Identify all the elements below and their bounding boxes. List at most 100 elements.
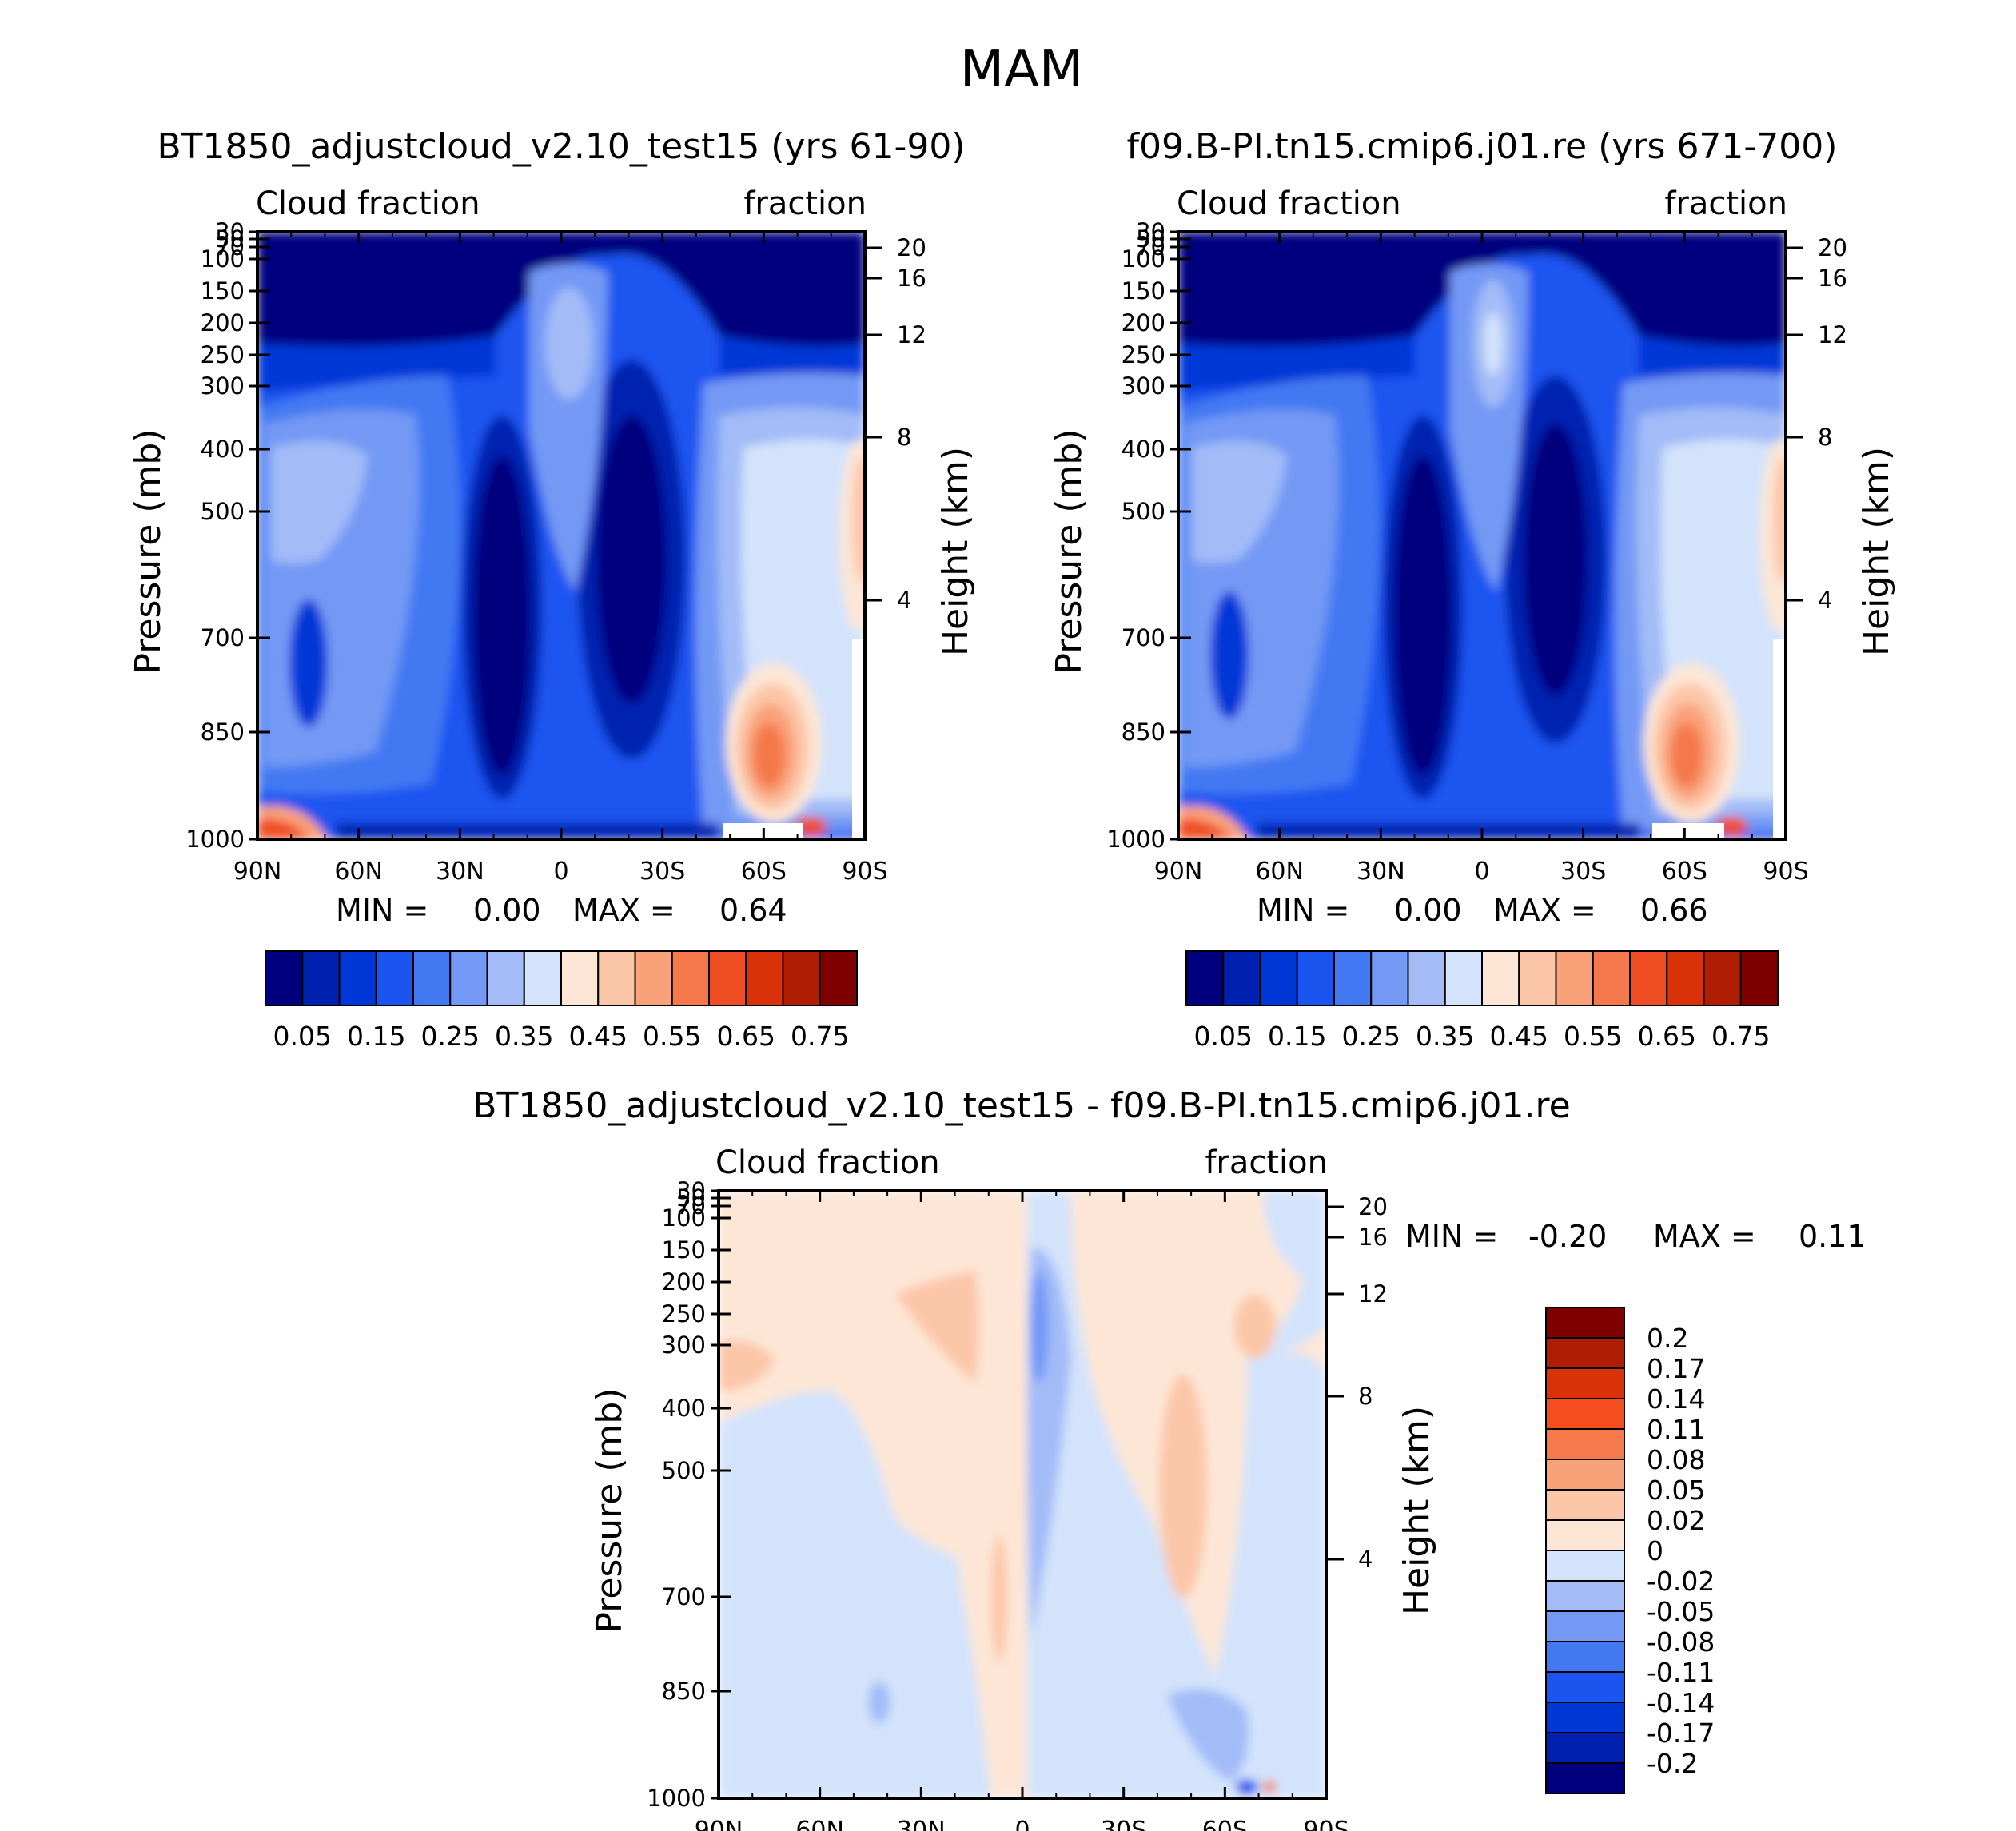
y-tick-label: 700 bbox=[1122, 624, 1165, 651]
colorbar-label: 0.02 bbox=[1647, 1505, 1705, 1536]
colorbar-box bbox=[523, 950, 562, 1006]
colorbar-box bbox=[338, 950, 377, 1006]
colorbar-label: 0.55 bbox=[643, 1021, 701, 1052]
y-tick-label: 200 bbox=[1122, 309, 1165, 336]
y-tick-label: 700 bbox=[662, 1583, 706, 1610]
panel-b: f09.B-PI.tn15.cmip6.j01.re (yrs 671-700)… bbox=[1049, 126, 1897, 1052]
panel-b-max-label: MAX = bbox=[1493, 893, 1596, 928]
x-tick-label: 90S bbox=[1763, 858, 1808, 886]
panel-a-max-value: 0.64 bbox=[719, 893, 787, 928]
panel-a-colorbar: 0.05 0.15 0.25 0.35 0.45 0.55 0.65 0.75 bbox=[265, 950, 858, 1052]
y-tick-label: 1000 bbox=[185, 826, 245, 853]
colorbar-box bbox=[560, 950, 600, 1006]
height-tick-label: 8 bbox=[1358, 1383, 1373, 1410]
colorbar-box bbox=[1545, 1428, 1625, 1460]
y-tick-label: 100 bbox=[1122, 245, 1165, 273]
panel-b-title: f09.B-PI.tn15.cmip6.j01.re (yrs 671-700) bbox=[1127, 126, 1838, 167]
colorbar-box bbox=[671, 950, 710, 1006]
panel-b-right-string: fraction bbox=[1664, 185, 1787, 222]
y-tick-label: 100 bbox=[662, 1204, 706, 1232]
height-tick-label: 16 bbox=[1818, 265, 1847, 292]
x-tick-label: 0 bbox=[553, 858, 568, 886]
x-tick-label: 90N bbox=[233, 858, 282, 886]
y-tick-label: 400 bbox=[201, 436, 245, 463]
colorbar-label: 0.17 bbox=[1647, 1353, 1705, 1384]
x-tick-label: 60S bbox=[741, 858, 787, 886]
colorbar-box bbox=[1739, 950, 1779, 1006]
y-tick-label: 400 bbox=[662, 1395, 706, 1422]
colorbar-label: 0.11 bbox=[1647, 1414, 1705, 1445]
x-tick-label: 60S bbox=[1202, 1817, 1248, 1831]
panel-c-min-label: MIN = bbox=[1405, 1219, 1498, 1254]
x-tick-label: 60S bbox=[1662, 858, 1707, 886]
colorbar-box bbox=[1545, 1459, 1625, 1491]
x-tick-label: 90S bbox=[842, 858, 887, 886]
colorbar-label: -0.11 bbox=[1647, 1657, 1715, 1688]
panel-c-min-value: -0.20 bbox=[1528, 1219, 1607, 1254]
colorbar-box bbox=[1555, 950, 1594, 1006]
y-tick-label: 850 bbox=[201, 718, 245, 746]
colorbar-box bbox=[819, 950, 858, 1006]
height-tick-label: 4 bbox=[897, 587, 911, 614]
y-tick-label: 50 bbox=[676, 1184, 706, 1212]
panel-c-left-string: Cloud fraction bbox=[715, 1144, 940, 1181]
y-tick-label: 200 bbox=[201, 309, 245, 336]
panel-a-contour-field bbox=[257, 232, 865, 839]
colorbar-box bbox=[1545, 1732, 1625, 1764]
colorbar-box bbox=[1545, 1702, 1625, 1733]
height-tick-label: 12 bbox=[1358, 1280, 1388, 1308]
colorbar-box bbox=[1545, 1367, 1625, 1399]
height-tick-label: 16 bbox=[1358, 1224, 1388, 1251]
colorbar-label: 0.05 bbox=[1647, 1475, 1705, 1506]
colorbar-label: -0.17 bbox=[1647, 1718, 1715, 1749]
colorbar-label: 0.75 bbox=[1711, 1021, 1770, 1052]
colorbar-box bbox=[265, 950, 304, 1006]
y-tick-label: 400 bbox=[1122, 436, 1165, 463]
colorbar-box bbox=[634, 950, 673, 1006]
colorbar-label: 0.65 bbox=[717, 1021, 775, 1052]
colorbar-label: -0.08 bbox=[1647, 1626, 1715, 1658]
panel-c-max-value: 0.11 bbox=[1799, 1219, 1867, 1254]
colorbar-label: 0.35 bbox=[495, 1021, 553, 1052]
colorbar-label: 0.08 bbox=[1647, 1444, 1705, 1475]
height-tick-label: 20 bbox=[1818, 234, 1847, 261]
colorbar-box bbox=[1545, 1762, 1625, 1794]
colorbar-label: 0.15 bbox=[347, 1021, 405, 1052]
height-tick-label: 20 bbox=[1358, 1193, 1388, 1220]
x-tick-label: 30S bbox=[1560, 858, 1606, 886]
panel-c-max-label: MAX = bbox=[1653, 1219, 1756, 1254]
y-tick-label: 50 bbox=[1136, 225, 1165, 253]
height-tick-label: 12 bbox=[1818, 321, 1847, 348]
colorbar-box bbox=[1545, 1550, 1625, 1582]
x-tick-label: 30S bbox=[639, 858, 685, 886]
colorbar-label: 0.45 bbox=[1490, 1021, 1548, 1052]
x-tick-label: 30N bbox=[897, 1817, 946, 1831]
x-tick-label: 60N bbox=[795, 1817, 844, 1831]
colorbar-box bbox=[301, 950, 341, 1006]
panel-a-left-string: Cloud fraction bbox=[256, 185, 480, 222]
x-tick-label: 0 bbox=[1014, 1817, 1030, 1831]
panel-c-right-string: fraction bbox=[1205, 1144, 1328, 1181]
colorbar-box bbox=[597, 950, 636, 1006]
colorbar-label: 0.25 bbox=[421, 1021, 480, 1052]
colorbar-box bbox=[1666, 950, 1705, 1006]
y-tick-label: 500 bbox=[1122, 498, 1165, 525]
panel-b-left-string: Cloud fraction bbox=[1177, 185, 1401, 222]
colorbar-box bbox=[1545, 1307, 1625, 1339]
colorbar-box bbox=[1370, 950, 1409, 1006]
panel-b-colorbar: 0.05 0.15 0.25 0.35 0.45 0.55 0.65 0.75 bbox=[1185, 950, 1779, 1052]
colorbar-box bbox=[708, 950, 747, 1006]
colorbar-box bbox=[1545, 1580, 1625, 1612]
colorbar-box bbox=[1333, 950, 1373, 1006]
y-axis-label-right: Height (km) bbox=[1396, 1406, 1437, 1615]
colorbar-box bbox=[1444, 950, 1483, 1006]
y-tick-label: 250 bbox=[662, 1300, 706, 1327]
colorbar-box bbox=[782, 950, 821, 1006]
colorbar-box bbox=[1296, 950, 1335, 1006]
panel-b-min-value: 0.00 bbox=[1394, 893, 1462, 928]
colorbar-box bbox=[1518, 950, 1557, 1006]
y-axis-label: Pressure (mb) bbox=[1049, 429, 1090, 675]
y-tick-label: 700 bbox=[201, 624, 245, 651]
